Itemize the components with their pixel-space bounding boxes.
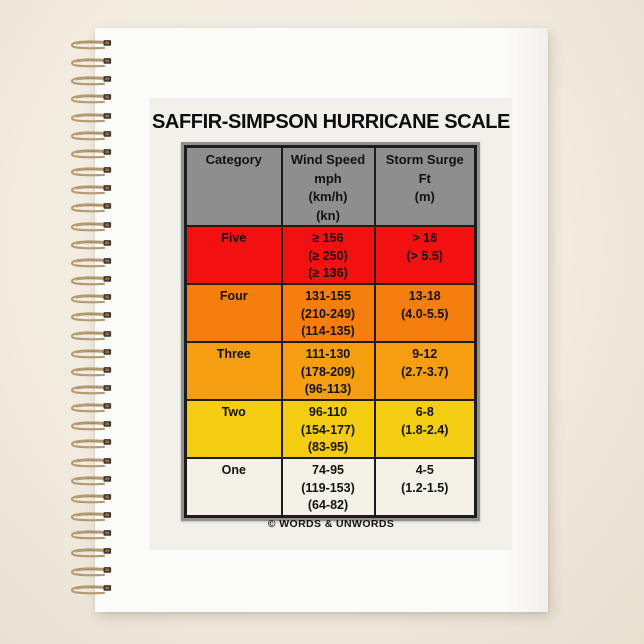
cell-storm-surge: > 18 (> 5.5) (373, 225, 477, 285)
cell-wind-speed: 131-155 (210-249) (114-135) (280, 283, 376, 343)
header-wind-speed: Wind Speed mph (km/h) (kn) (280, 145, 376, 227)
spiral-coil (70, 203, 112, 213)
spiral-coil (70, 185, 112, 195)
cell-storm-surge: 13-18 (4.0-5.5) (373, 283, 477, 343)
spiral-coil (70, 385, 112, 395)
spiral-coil (70, 149, 112, 159)
spiral-coil (70, 457, 112, 467)
spiral-coil (70, 584, 112, 595)
spiral-coil (70, 221, 112, 231)
spiral-coil (70, 475, 112, 486)
copyright-credit: © WORDS & UNWORDS (267, 518, 395, 530)
cell-storm-surge: 6-8 (1.8-2.4) (373, 399, 477, 459)
table-row: Three 111-130 (178-209) (96-113) 9-12 (2… (184, 341, 477, 401)
header-category: Category (184, 145, 283, 227)
spiral-coil (70, 494, 112, 504)
table-row: One 74-95 (119-153) (64-82) 4-5 (1.2-1.5… (184, 457, 477, 518)
spiral-coil (70, 548, 112, 558)
spiral-coil (70, 94, 112, 104)
spiral-coil (70, 512, 112, 522)
cell-wind-speed: 111-130 (178-209) (96-113) (280, 341, 376, 401)
spiral-coil (70, 112, 112, 122)
cell-storm-surge: 4-5 (1.2-1.5) (373, 457, 477, 518)
spiral-coil (70, 239, 112, 250)
cell-category: Two (184, 399, 283, 459)
table-row: Four 131-155 (210-249) (114-135) 13-18 (… (184, 283, 477, 343)
spiral-coil (70, 257, 112, 268)
cell-wind-speed: 74-95 (119-153) (64-82) (280, 457, 376, 518)
table-row: Two 96-110 (154-177) (83-95) 6-8 (1.8-2.… (184, 399, 477, 459)
spiral-coil (70, 167, 112, 177)
cell-category: Three (184, 341, 283, 401)
spiral-coil (70, 130, 112, 141)
page-title: SAFFIR-SIMPSON HURRICANE SCALE (151, 111, 510, 133)
spiral-coil (70, 330, 112, 340)
spiral-coil (70, 348, 112, 359)
cell-category: One (184, 457, 283, 518)
spiral-coil (70, 76, 112, 86)
spiral-coil (70, 439, 112, 449)
spiral-binding (67, 39, 114, 596)
printed-graphic: SAFFIR-SIMPSON HURRICANE SCALE Category … (150, 98, 512, 550)
spiral-coil (70, 58, 112, 68)
cell-wind-speed: 96-110 (154-177) (83-95) (280, 399, 376, 459)
planner-page: SAFFIR-SIMPSON HURRICANE SCALE Category … (95, 28, 548, 612)
spiral-coil (70, 40, 112, 50)
header-storm-surge: Storm Surge Ft (m) (373, 145, 477, 227)
cell-category: Five (184, 225, 283, 285)
spiral-coil (70, 566, 112, 576)
spiral-coil (70, 366, 112, 377)
spiral-coil (70, 403, 112, 413)
spiral-coil (70, 530, 112, 540)
hurricane-scale-table: Category Wind Speed mph (km/h) (kn) Stor… (184, 145, 477, 518)
cell-wind-speed: ≥ 156 (≥ 250) (≥ 136) (280, 225, 376, 285)
table-row: Five ≥ 156 (≥ 250) (≥ 136) > 18 (> 5.5) (184, 225, 477, 285)
table-header-row: Category Wind Speed mph (km/h) (kn) Stor… (184, 145, 477, 227)
cell-storm-surge: 9-12 (2.7-3.7) (373, 341, 477, 401)
hurricane-scale-table-frame: Category Wind Speed mph (km/h) (kn) Stor… (181, 142, 480, 521)
spiral-coil (70, 421, 112, 431)
spiral-coil (70, 276, 112, 286)
cell-category: Four (184, 283, 283, 343)
spiral-coil (70, 294, 112, 304)
spiral-coil (70, 312, 112, 322)
